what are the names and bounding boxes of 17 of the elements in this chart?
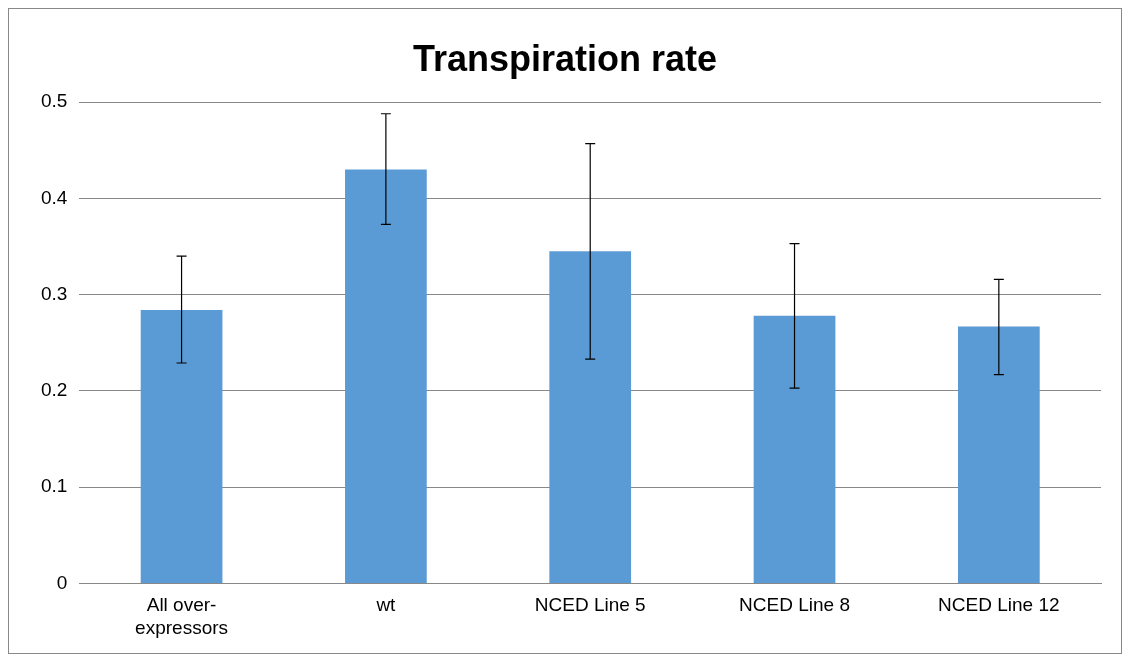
y-tick-label: 0 [56,571,68,593]
bar [345,169,427,583]
x-tick-label: NCED Line 5 [534,594,646,616]
bar [549,251,632,583]
x-tick-label: NCED Line 8 [739,594,850,616]
x-tick-label: wt [375,594,397,616]
bar [753,315,836,583]
y-tick-label: 0.3 [40,282,68,304]
x-tick-label: NCED Line 12 [938,594,1060,616]
bar [957,326,1040,583]
y-tick-label: 0.5 [40,90,68,112]
x-tick-label: All over-expressors [135,594,229,638]
chart-title: Transpiration rate [412,37,718,79]
bar [140,310,223,583]
y-tick-label: 0.4 [40,186,68,208]
y-tick-label: 0.2 [40,379,68,401]
y-tick-label: 0.1 [40,475,68,497]
